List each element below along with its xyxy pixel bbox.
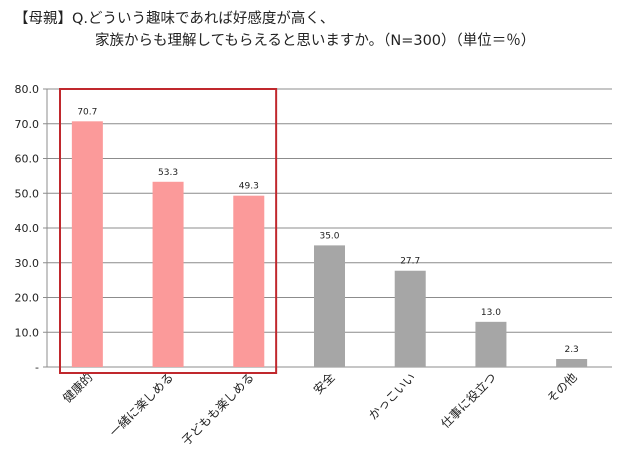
y-tick-label: 20.0 [15,292,40,305]
bar-value-label: 35.0 [319,231,339,241]
y-tick-label: 70.0 [15,118,40,131]
bar [152,181,184,367]
y-tick-label: 40.0 [15,222,40,235]
bar [475,321,507,367]
bar [556,359,588,367]
bar-value-label: 53.3 [158,168,178,178]
highlight-box [59,88,278,374]
y-tick-label: - [35,361,39,374]
y-tick-label: 50.0 [15,187,40,200]
x-category-label: 安全 [310,370,338,398]
bar-value-label: 70.7 [77,107,97,117]
x-category-label: 仕事に役立つ [438,370,500,432]
y-tick-label: 60.0 [15,153,40,166]
x-category-label: 健康的 [59,370,95,406]
bar-value-label: 2.3 [564,345,578,355]
chart-title-line-2: 家族からも理解してもらえると思いますか。（N=300）（単位＝％） [95,33,536,49]
bar [233,195,265,367]
bar [394,270,426,367]
bar-value-label: 49.3 [239,182,259,192]
chart-title-line-1: 【母親】Q.どういう趣味であれば好感度が高く、 [14,11,335,27]
y-tick-label: 80.0 [15,83,40,96]
x-category-label: その他 [544,370,579,405]
x-category-label: 一緒に楽しめる [106,370,176,440]
bar [71,121,103,367]
y-tick-label: 10.0 [15,326,40,339]
chart-title: 【母親】Q.どういう趣味であれば好感度が高く、 家族からも理解してもらえると思い… [14,8,535,52]
bar-value-label: 13.0 [481,308,501,318]
bar-value-label: 27.7 [400,257,420,267]
bar [314,245,345,367]
y-tick-label: 30.0 [15,257,40,270]
x-category-label: かっこいい [366,370,418,422]
x-category-label: 子どもも楽しめる [179,370,257,448]
